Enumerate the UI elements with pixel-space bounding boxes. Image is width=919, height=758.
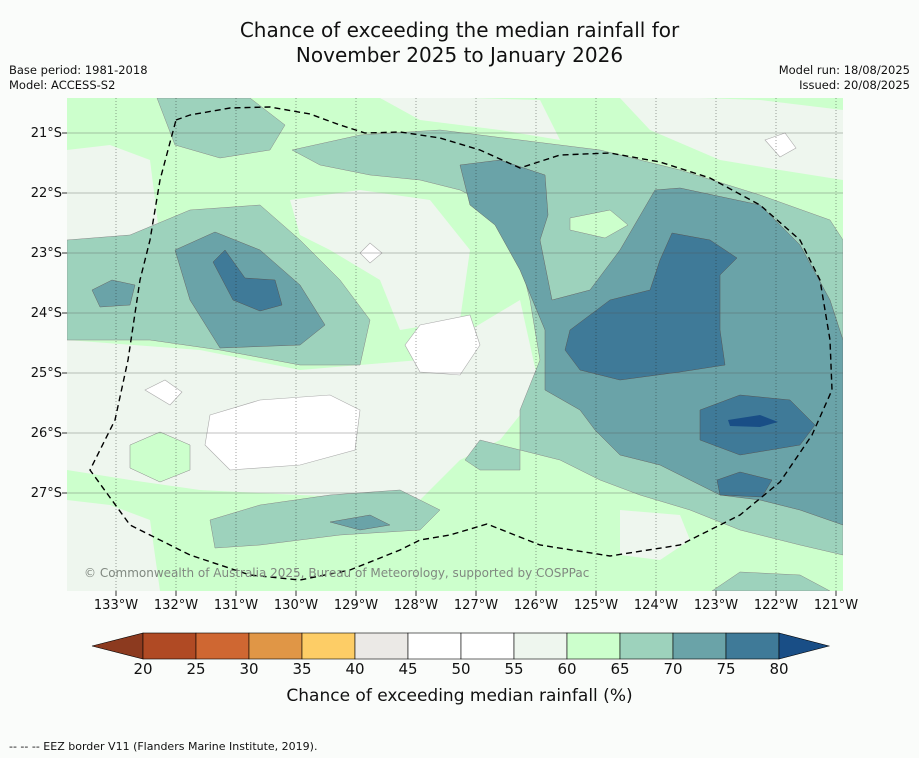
contour-60-65: [569, 209, 629, 239]
contour-55-60: [620, 98, 843, 180]
colorbar-tick-label: 55: [504, 660, 524, 678]
lon-label: 127°W: [453, 598, 499, 613]
issued-date: Issued: 20/08/2025: [799, 78, 910, 92]
colorbar-tick-label: 60: [557, 660, 577, 678]
graticule-lat: [67, 132, 843, 494]
contour-70-75: [91, 279, 136, 308]
lon-label: 121°W: [813, 598, 859, 613]
contour-65-70: [711, 571, 831, 591]
colorbar-tick-label: 80: [769, 660, 789, 678]
contour-50-55: [404, 314, 481, 376]
colorbar-tick-label: 75: [716, 660, 736, 678]
lat-label: 25°S: [30, 366, 62, 381]
colorbar-title: Chance of exceeding median rainfall (%): [286, 686, 633, 706]
colorbar-segment: [195, 632, 250, 660]
contour-65-70: [209, 489, 441, 549]
map-title: Chance of exceeding the median rainfall …: [0, 18, 919, 68]
lat-label: 22°S: [30, 186, 62, 201]
colorbar-segment: [619, 632, 674, 660]
contour-50-55: [764, 132, 797, 158]
title-line-2: November 2025 to January 2026: [295, 43, 624, 67]
contour-70-75: [329, 514, 391, 531]
colorbar-tick-label: 45: [398, 660, 418, 678]
colorbar-segment: [248, 632, 303, 660]
colorbar-segment: [354, 632, 409, 660]
contour-60-65: [129, 431, 191, 483]
eez-border: [89, 106, 833, 581]
contour-55-60: [290, 190, 470, 330]
contour-50-55: [144, 379, 183, 406]
contour-75-80: [716, 471, 773, 498]
colorbar-tick-label: 40: [345, 660, 365, 678]
colorbar-tick-label: 65: [610, 660, 630, 678]
eez-legend: -- -- -- EEZ border V11 (Flanders Marine…: [9, 740, 318, 753]
graticule: [115, 98, 837, 591]
contour-55-60: [380, 98, 560, 140]
model-run: Model run: 18/08/2025: [778, 63, 910, 77]
lon-label: 130°W: [273, 598, 319, 613]
model-name: Model: ACCESS-S2: [9, 78, 116, 92]
colorbar-segment: [142, 632, 197, 660]
colorbar-segment: [407, 632, 462, 660]
axis-ticks: [62, 132, 837, 596]
lon-label: 131°W: [213, 598, 259, 613]
lon-label: 129°W: [333, 598, 379, 613]
lon-label: 122°W: [753, 598, 799, 613]
contour-75-80: [564, 232, 738, 381]
lon-label: 132°W: [153, 598, 199, 613]
colorbar-tick-label: 70: [663, 660, 683, 678]
contour-65-70: [156, 98, 286, 159]
contour-75-80: [212, 249, 283, 312]
lat-label: 27°S: [30, 486, 62, 501]
copyright-notice: © Commonwealth of Australia 2025, Bureau…: [84, 566, 590, 580]
colorbar-segment: [301, 632, 356, 660]
lon-label: 133°W: [93, 598, 139, 613]
lat-label: 26°S: [30, 426, 62, 441]
lon-label: 124°W: [633, 598, 679, 613]
lon-label: 128°W: [393, 598, 439, 613]
lon-label: 123°W: [693, 598, 739, 613]
colorbar-segment: [725, 632, 780, 660]
base-period: Base period: 1981-2018: [9, 63, 148, 77]
colorbar-tick-label: 25: [186, 660, 206, 678]
colorbar-segment: [566, 632, 621, 660]
lat-label: 24°S: [30, 306, 62, 321]
colorbar-tick-label: 35: [292, 660, 312, 678]
contour-55-60: [67, 500, 160, 591]
colorbar-tick-label: 30: [239, 660, 259, 678]
colorbar-extend-low: [91, 632, 144, 660]
meta-right: Model run: 18/08/2025 Issued: 20/08/2025: [779, 63, 910, 93]
colorbar-extend-high: [778, 632, 831, 660]
colorbar-segment: [460, 632, 515, 660]
lon-label: 126°W: [513, 598, 559, 613]
lat-label: 21°S: [30, 126, 62, 141]
colorbar-tick-label: 20: [133, 660, 153, 678]
contour-50-55: [204, 394, 361, 471]
lat-label: 23°S: [30, 246, 62, 261]
colorbar-segment: [672, 632, 727, 660]
contour-55-60: [620, 510, 690, 560]
title-line-1: Chance of exceeding the median rainfall …: [239, 18, 680, 42]
lon-label: 125°W: [573, 598, 619, 613]
meta-left: Base period: 1981-2018 Model: ACCESS-S2: [9, 63, 148, 93]
colorbar-tick-label: 50: [451, 660, 471, 678]
contour-above-80: [728, 415, 778, 427]
colorbar-segment: [513, 632, 568, 660]
